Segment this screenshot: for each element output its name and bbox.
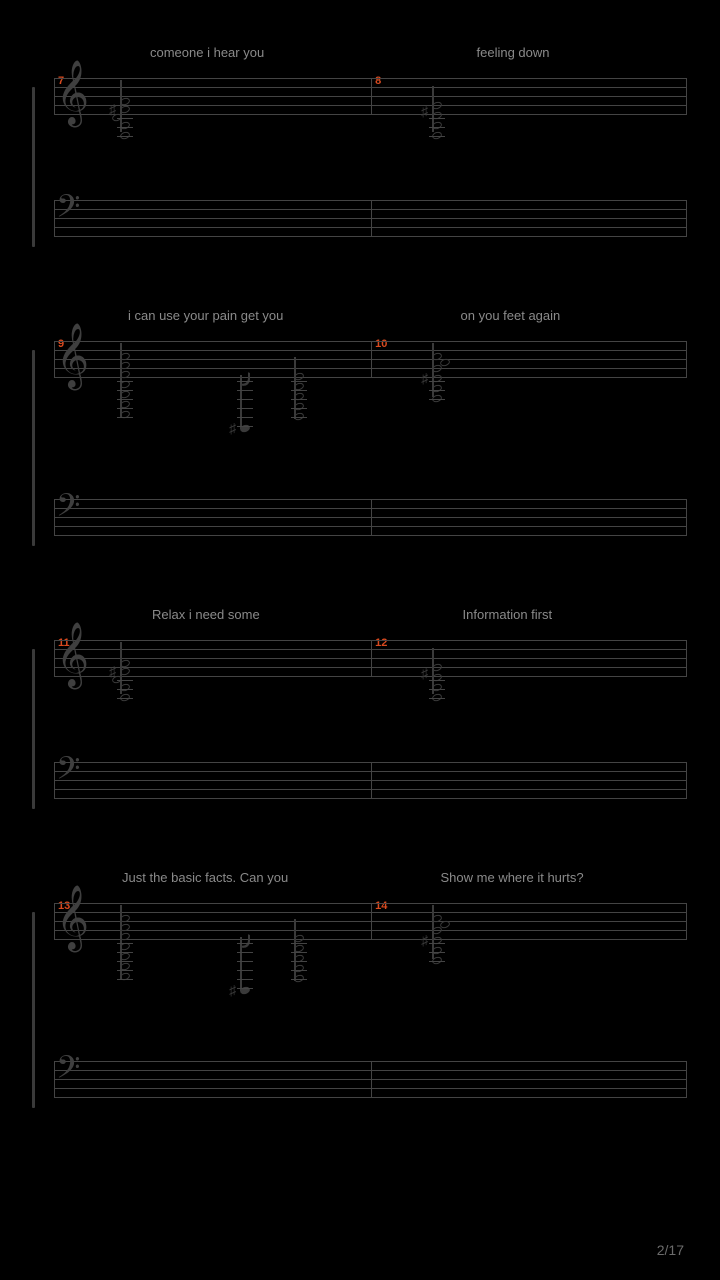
bass-clef-icon: 𝄢: [56, 1053, 80, 1091]
sheet-music-page: comeone i hear you feeling down 7 8 𝄞 ♯: [32, 45, 687, 1169]
treble-clef-icon: 𝄞: [56, 327, 89, 383]
treble-clef-icon: 𝄞: [56, 626, 89, 682]
treble-clef-icon: 𝄞: [56, 64, 89, 120]
lyric-text: feeling down: [383, 45, 687, 60]
staff-system-1: comeone i hear you feeling down 7 8 𝄞 ♯: [32, 45, 687, 236]
lyric-text: comeone i hear you: [90, 45, 383, 60]
lyric-text: Just the basic facts. Can you: [90, 870, 383, 885]
bass-clef-icon: 𝄢: [56, 491, 80, 529]
treble-staff: 𝄞 ♯ ♯: [54, 640, 687, 676]
lyric-text: i can use your pain get you: [90, 308, 383, 323]
lyric-text: Show me where it hurts?: [383, 870, 687, 885]
treble-staff: 𝄞: [54, 341, 687, 377]
lyric-text: Information first: [383, 607, 687, 622]
bass-clef-icon: 𝄢: [56, 192, 80, 230]
bass-clef-icon: 𝄢: [56, 754, 80, 792]
page-number: 2/17: [657, 1242, 684, 1258]
treble-staff: 𝄞 ♯: [54, 78, 687, 114]
lyric-text: Relax i need some: [90, 607, 383, 622]
treble-clef-icon: 𝄞: [56, 889, 89, 945]
bass-staff: 𝄢: [54, 762, 687, 798]
staff-system-2: i can use your pain get you on you feet …: [32, 308, 687, 535]
treble-staff: 𝄞: [54, 903, 687, 939]
staff-system-4: Just the basic facts. Can you Show me wh…: [32, 870, 687, 1097]
bass-staff: 𝄢: [54, 1061, 687, 1097]
lyric-text: on you feet again: [383, 308, 687, 323]
bass-staff: 𝄢: [54, 200, 687, 236]
staff-system-3: Relax i need some Information first 11 1…: [32, 607, 687, 798]
bass-staff: 𝄢: [54, 499, 687, 535]
